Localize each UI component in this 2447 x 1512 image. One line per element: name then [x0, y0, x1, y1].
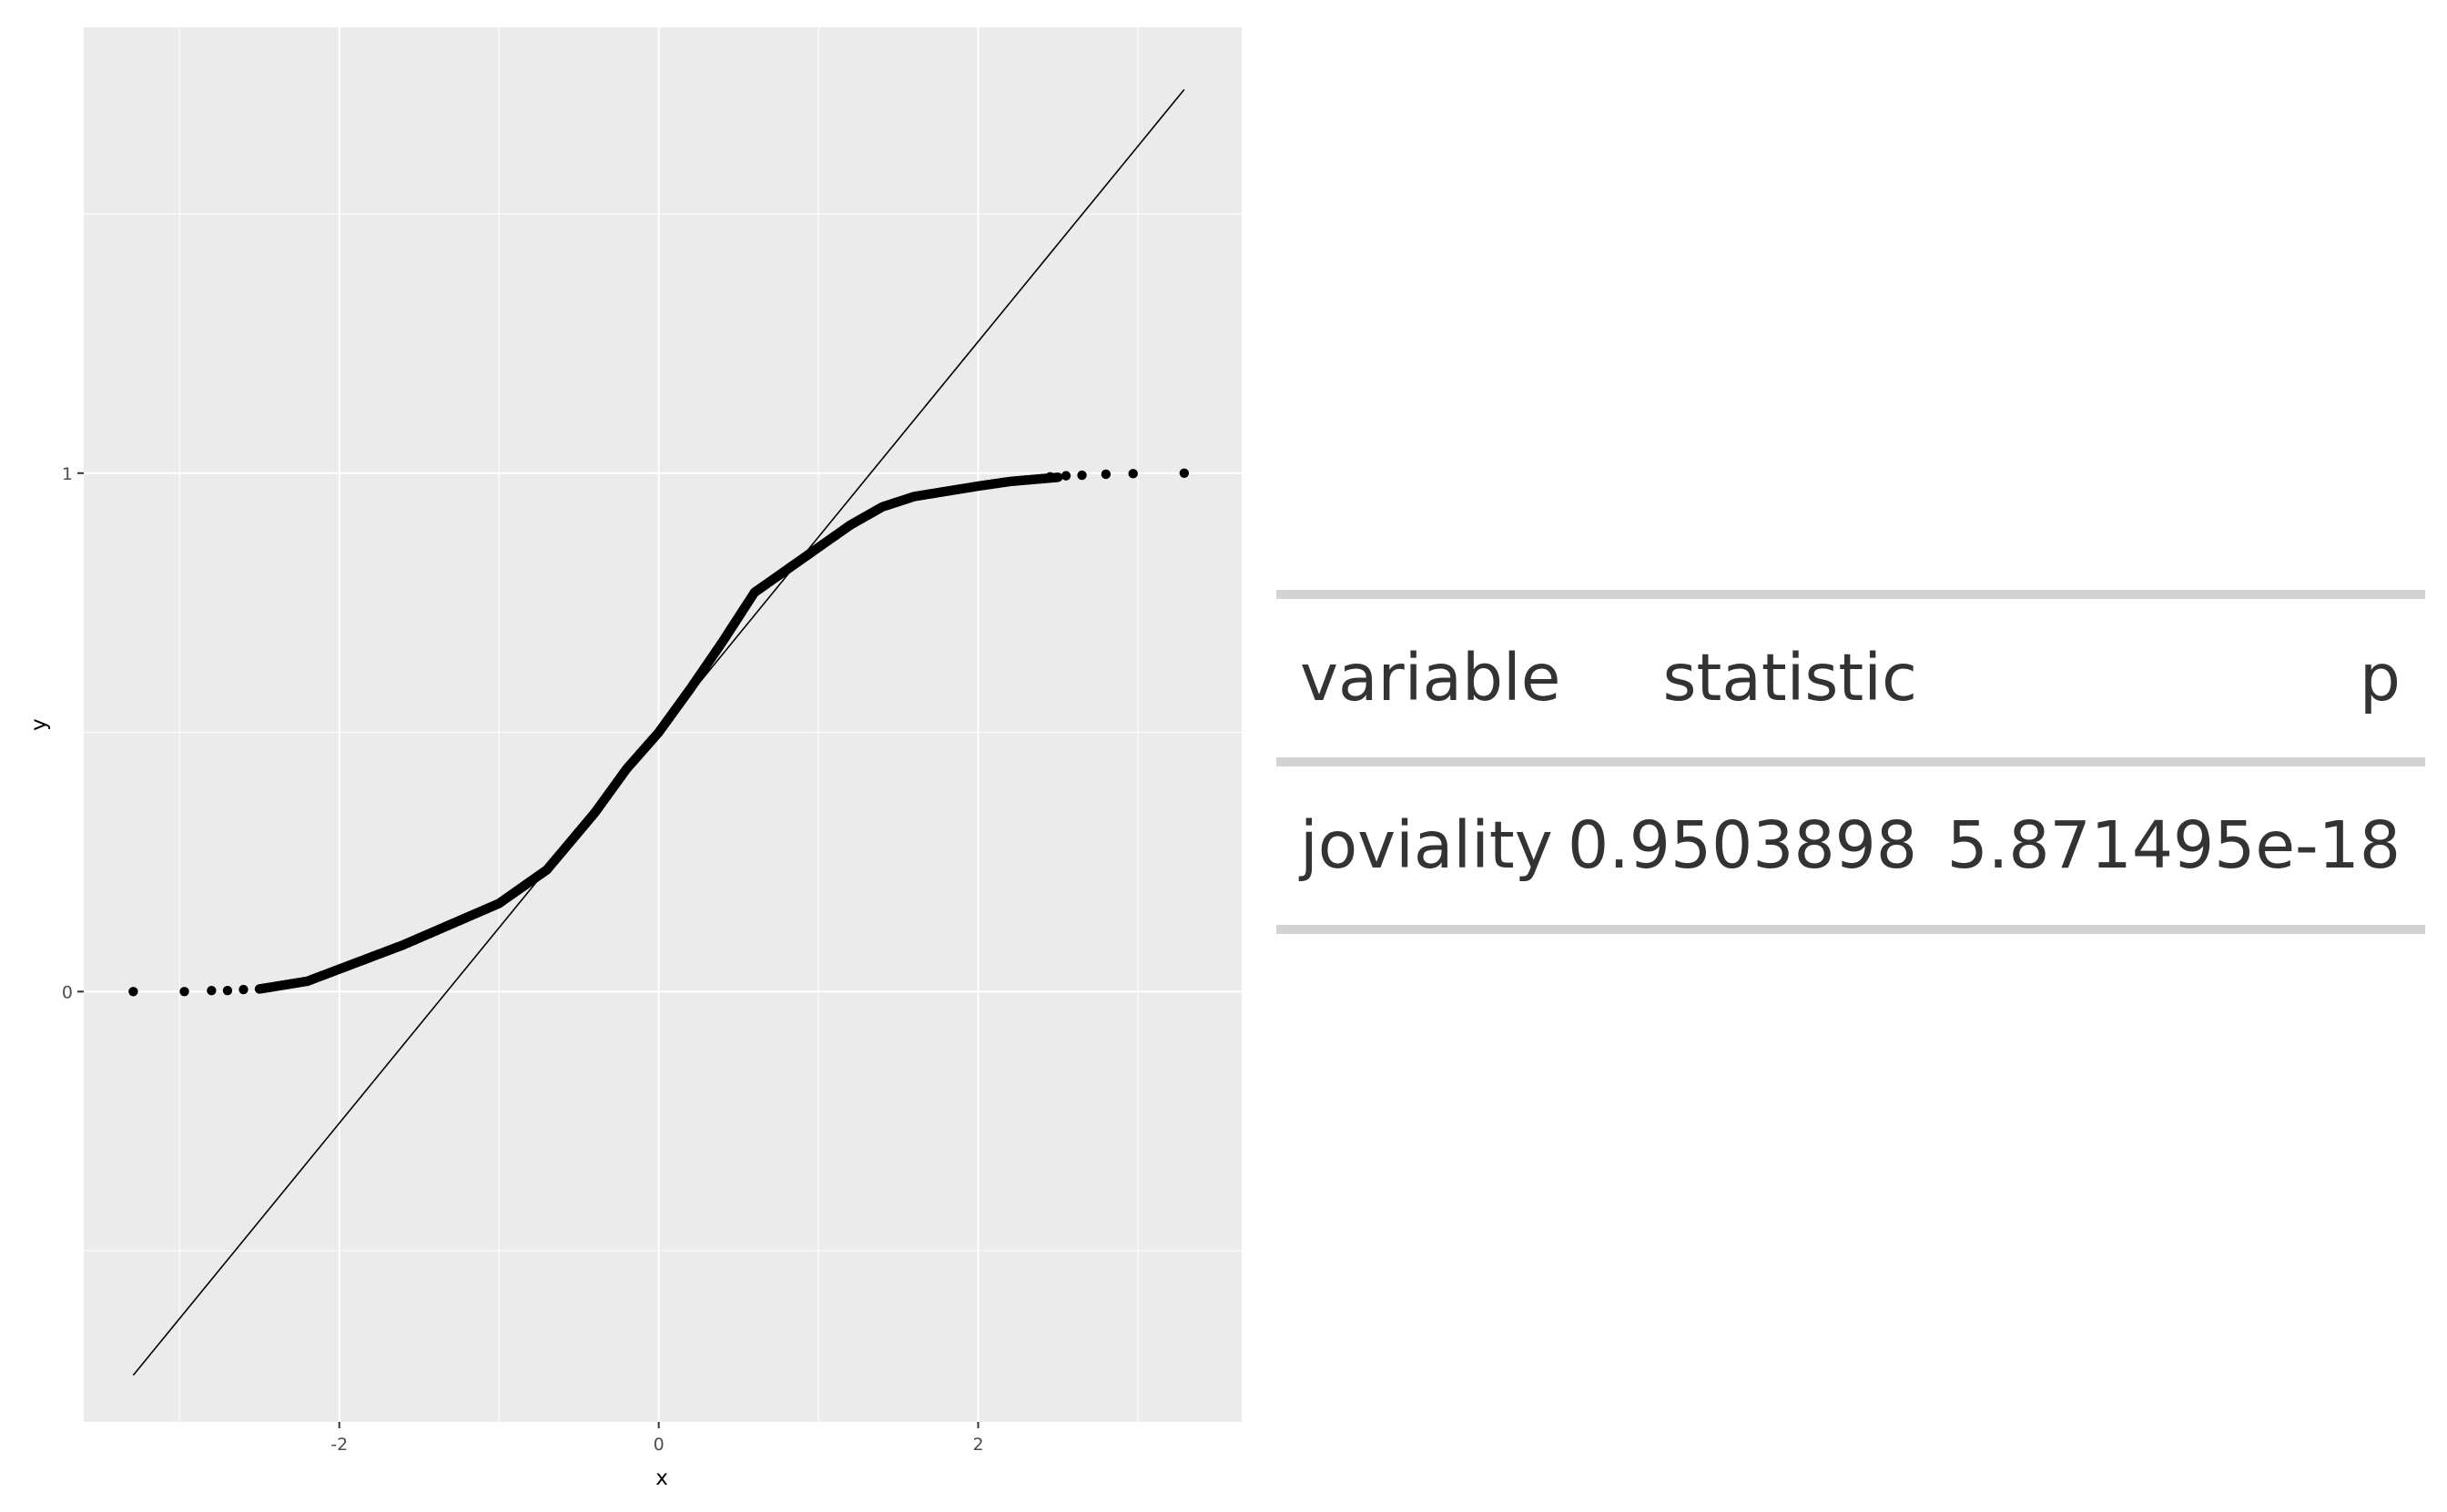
data-point — [1128, 469, 1137, 478]
data-point — [1180, 469, 1189, 478]
cell-statistic: 0.9503898 — [1568, 766, 1917, 925]
x-tick-label: 2 — [972, 1435, 983, 1455]
data-point — [223, 986, 232, 995]
data-point — [1102, 470, 1111, 479]
data-point — [1077, 471, 1086, 480]
table-header-row: variable statistic p — [1276, 599, 2425, 757]
data-point — [239, 985, 248, 994]
table-top-rule — [1276, 590, 2425, 599]
x-tick-label: -2 — [330, 1435, 348, 1455]
header-variable: variable — [1300, 599, 1560, 757]
y-tick-label: 0 — [62, 982, 73, 1002]
x-tick-label: 0 — [654, 1435, 665, 1455]
data-point — [1045, 472, 1054, 482]
cell-variable: joviality — [1300, 766, 1553, 925]
data-point — [179, 987, 188, 996]
data-point — [1061, 471, 1071, 480]
stats-table: variable statistic p joviality 0.9503898… — [1276, 590, 2425, 934]
y-axis-title: y — [27, 718, 51, 731]
table-row: joviality 0.9503898 5.871495e-18 — [1276, 766, 2425, 925]
table-bottom-rule — [1276, 925, 2425, 934]
data-point — [128, 987, 137, 996]
x-axis-title: x — [655, 1466, 668, 1490]
header-statistic: statistic — [1663, 599, 1918, 757]
data-point — [207, 986, 216, 995]
y-tick-label: 1 — [62, 464, 73, 484]
header-p: p — [2360, 599, 2401, 757]
table-header-rule — [1276, 757, 2425, 766]
cell-p: 5.871495e-18 — [1947, 766, 2401, 925]
qq-plot: -2 0 2 0 1 x y — [0, 0, 1256, 1512]
